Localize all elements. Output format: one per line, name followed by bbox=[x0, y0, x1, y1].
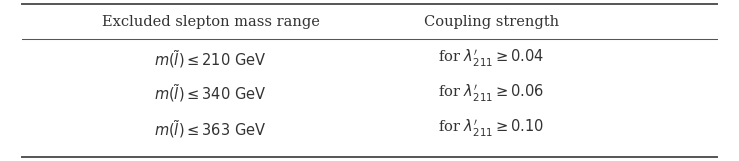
Text: Excluded slepton mass range: Excluded slepton mass range bbox=[102, 15, 319, 29]
Text: $m(\tilde{l}) \leq 210\ \mathrm{GeV}$: $m(\tilde{l}) \leq 210\ \mathrm{GeV}$ bbox=[154, 48, 267, 70]
Text: for $\lambda^{\prime}_{211} \geq 0.04$: for $\lambda^{\prime}_{211} \geq 0.04$ bbox=[438, 48, 545, 69]
Text: $m(\tilde{l}) \leq 363\ \mathrm{GeV}$: $m(\tilde{l}) \leq 363\ \mathrm{GeV}$ bbox=[154, 118, 267, 140]
Text: for $\lambda^{\prime}_{211} \geq 0.10$: for $\lambda^{\prime}_{211} \geq 0.10$ bbox=[438, 118, 545, 139]
Text: for $\lambda^{\prime}_{211} \geq 0.06$: for $\lambda^{\prime}_{211} \geq 0.06$ bbox=[438, 83, 545, 104]
Text: Coupling strength: Coupling strength bbox=[424, 15, 559, 29]
Text: $m(\tilde{l}) \leq 340\ \mathrm{GeV}$: $m(\tilde{l}) \leq 340\ \mathrm{GeV}$ bbox=[154, 82, 267, 104]
